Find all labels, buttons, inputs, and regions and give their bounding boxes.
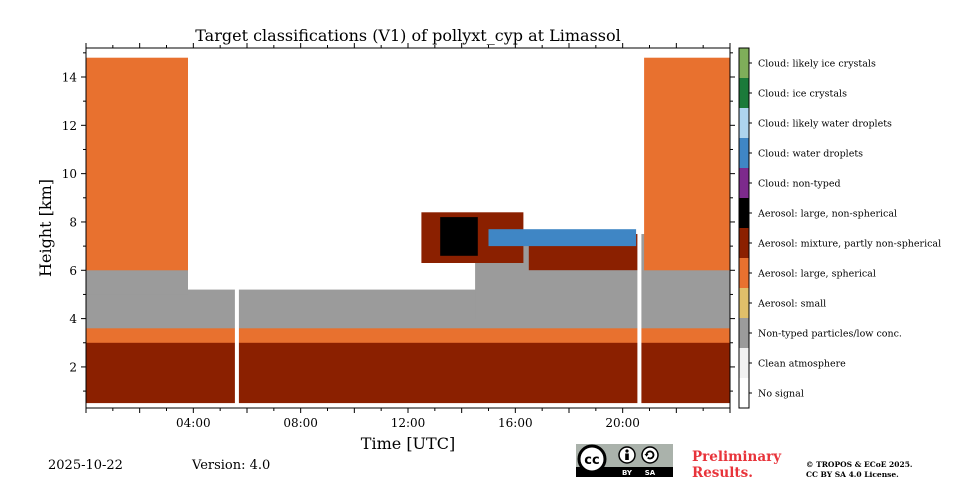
x-tick-label-3: 16:00 [498,416,533,430]
colorbar-swatch-10 [739,348,749,378]
x-axis-label: Time [UTC] [361,434,455,453]
colorbar-label-9: Non-typed particles/low conc. [758,329,902,340]
copyright-line: © TROPOS & ECoE 2025. [806,460,913,469]
colorbar-label-8: Aerosol: small [757,299,826,310]
colorbar-label-4: Cloud: non-typed [758,179,841,190]
class-region-1 [86,325,730,343]
colorbar-label-5: Aerosol: large, non-spherical [757,209,897,220]
class-region-6 [644,57,730,271]
colorbar-swatch-9 [739,318,749,348]
data-gap-0 [234,48,239,408]
x-tick-label-0: 04:00 [176,416,211,430]
colorbar-swatch-7 [739,258,749,288]
colorbar-label-10: Clean atmosphere [758,359,846,370]
class-region-8 [440,217,478,256]
colorbar-swatch-4 [739,168,749,198]
colorbar-swatch-0 [739,48,749,78]
colorbar-label-11: No signal [758,389,804,400]
cc-by-label: BY [622,469,633,477]
data-gap-1 [637,48,642,408]
y-tick-label-4: 10 [62,167,77,181]
y-axis-label: Height [km] [36,179,55,277]
preliminary-line-1: Preliminary [692,449,782,465]
y-tick-label-5: 12 [62,119,77,133]
colorbar-label-3: Cloud: water droplets [758,149,863,160]
plot-area [86,48,730,408]
colorbar-swatch-3 [739,138,749,168]
preliminary-line-2: Results. [692,465,753,481]
x-tick-label-2: 12:00 [391,416,426,430]
class-region-0 [86,340,730,404]
colorbar-swatch-6 [739,228,749,258]
chart-title: Target classifications (V1) of pollyxt_c… [195,26,621,45]
class-region-10 [488,229,637,247]
y-tick-label-2: 6 [69,264,77,278]
preliminary-results-note: Preliminary Results. [692,449,781,481]
class-region-4 [86,57,188,271]
colorbar-label-7: Aerosol: large, spherical [757,269,876,280]
y-tick-label-1: 4 [69,312,77,326]
colorbar-swatch-1 [739,78,749,108]
y-tick-label-0: 2 [69,360,77,374]
colorbar-label-2: Cloud: likely water droplets [758,119,892,130]
colorbar-label-0: Cloud: likely ice crystals [758,59,876,70]
colorbar-frame [738,47,750,409]
y-tick-label-6: 14 [62,70,78,84]
colorbar-label-1: Cloud: ice crystals [758,89,847,100]
cc-sa-label: SA [645,469,656,477]
x-tick-label-4: 20:00 [605,416,640,430]
date-label: 2025-10-22 [48,458,123,473]
by-person-icon [618,446,636,464]
version-label: Version: 4.0 [192,458,271,473]
cc-logo-icon: cc [577,444,607,474]
colorbar-legend: Cloud: likely ice crystals Cloud: ice cry… [738,47,941,409]
cc-logo-text: cc [584,453,599,468]
license-line: CC BY SA 4.0 License. [806,470,899,479]
y-axis-ticks: 2 4 6 8 10 12 14 [62,52,735,392]
cc-by-sa-badge: cc BY SA [576,444,673,477]
x-tick-label-1: 08:00 [283,416,318,430]
colorbar-swatch-11 [739,378,749,408]
colorbar-swatch-2 [739,108,749,138]
colorbar-swatch-8 [739,288,749,318]
colorbar-label-6: Aerosol: mixture, partly non-spherical [757,239,941,250]
x-axis-ticks: 04:00 08:00 12:00 16:00 20:00 [85,43,731,430]
license-note: © TROPOS & ECoE 2025. CC BY SA 4.0 Licen… [806,460,913,480]
sa-share-alike-icon [641,446,659,464]
y-tick-label-3: 8 [69,215,77,229]
colorbar-swatch-5 [739,198,749,228]
